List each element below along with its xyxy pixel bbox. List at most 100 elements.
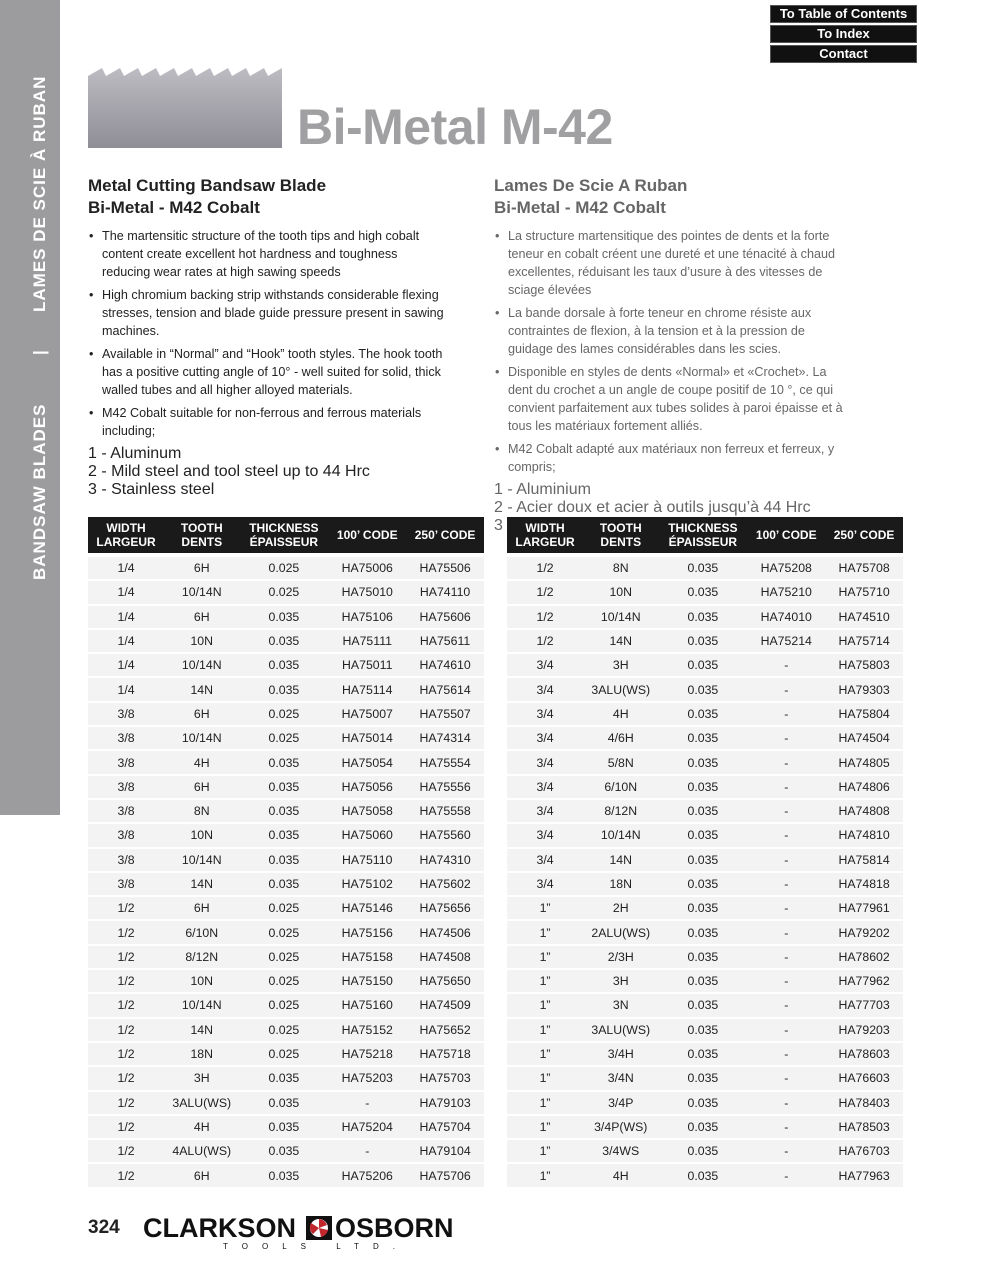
header-text: DENTS (600, 535, 642, 549)
table-cell: HA75106 (328, 604, 407, 630)
table-cell: 5/8N (583, 750, 659, 776)
table-cell: 3ALU(WS) (583, 677, 659, 703)
table-cell: 1/2 (88, 1163, 165, 1189)
table-cell: HA75011 (328, 653, 407, 679)
table-cell: HA75007 (328, 701, 407, 728)
table-cell: HA75558 (406, 798, 484, 825)
table-cell: - (747, 701, 826, 728)
title: Bi-Metal M-42 (297, 99, 613, 155)
table-cell: HA78603 (825, 1041, 903, 1068)
table-cell: HA74805 (825, 750, 903, 776)
header-text: WIDTH (106, 521, 146, 535)
table-row: 3/8 10/14N 0.025 HA75014 HA74314 (88, 726, 484, 752)
table-row: 3/4 6/10N 0.035- HA74806 (507, 774, 903, 800)
table-cell: - (328, 1139, 407, 1165)
table-cell: 4ALU(WS) (164, 1139, 240, 1165)
table-cell: HA75652 (406, 1017, 484, 1043)
table-cell: 0.035 (239, 871, 329, 898)
table-row: 1/2 6/10N 0.025 HA75156 HA74506 (88, 920, 484, 946)
table-cell: 0.035 (658, 1114, 748, 1141)
table-cell: 3ALU(WS) (583, 1017, 659, 1043)
table-cell: 6H (164, 774, 240, 800)
spec-table: WIDTH LARGEUR TOOTH DENTS THICKNESS ÉPAISSEUR… (88, 517, 484, 1189)
table-cell: - (747, 726, 826, 752)
table-cell: 1/2 (507, 604, 584, 630)
table-cell: - (747, 847, 826, 873)
nav: To Table of Contents To Index Contact (770, 5, 917, 65)
table-cell: 1/2 (88, 1041, 165, 1068)
table-cell: 3N (583, 993, 659, 1019)
table-row: 3/4 18N 0.035- HA74818 (507, 871, 903, 898)
table-cell: 1” (507, 993, 584, 1019)
table-cell: HA75611 (406, 628, 484, 655)
nav-link[interactable]: To Index (770, 25, 917, 43)
table-cell: 3/4 (507, 726, 584, 752)
table-cell: HA75650 (406, 969, 484, 995)
table-cell: HA74010 (747, 604, 826, 630)
table-cell: HA74810 (825, 823, 903, 849)
table-cell: - (747, 896, 826, 922)
table-cell: HA78602 (825, 944, 903, 971)
table-cell: HA74510 (825, 604, 903, 630)
table-cell: 1/2 (88, 1090, 165, 1116)
table-row: 3/8 6H 0.035 HA75056 HA75556 (88, 774, 484, 800)
table-cell: HA74506 (406, 920, 484, 946)
table-cell: HA74504 (825, 726, 903, 752)
table-cell: 0.035 (658, 993, 748, 1019)
table-cell: 0.035 (658, 896, 748, 922)
table-cell: 4/6H (583, 726, 659, 752)
spec-table: WIDTH LARGEUR TOOTH DENTS THICKNESS ÉPAISSEUR… (507, 517, 903, 1189)
table-cell: HA75554 (406, 750, 484, 776)
side-tab: LAMES DE SCIE À RUBAN | BANDSAW BLADES (0, 0, 60, 815)
table-cell: 1” (507, 896, 584, 922)
table-row: 3/8 10N 0.035 HA75060 HA75560 (88, 823, 484, 849)
table-cell: HA75814 (825, 847, 903, 873)
header-text: DENTS (181, 535, 223, 549)
table-cell: 3/4 (507, 750, 584, 776)
table-cell: HA75708 (825, 552, 903, 582)
table-row: 1” 3/4WS 0.035- HA76703 (507, 1139, 903, 1165)
table-cell: - (747, 1139, 826, 1165)
table-cell: HA75210 (747, 580, 826, 606)
table-cell: - (747, 1066, 826, 1092)
table-cell: 0.025 (239, 1041, 329, 1068)
header-text: LARGEUR (515, 535, 575, 549)
table-cell: 10N (164, 628, 240, 655)
table-cell: - (747, 1090, 826, 1116)
header-text: TOOTH (180, 521, 223, 535)
table-cell: 0.035 (658, 628, 748, 655)
bullet: M42 Cobalt suitable for non-ferrous and … (89, 404, 447, 440)
table-cell: 1/2 (88, 1114, 165, 1141)
header-text: 250’ CODE (414, 528, 476, 542)
table-cell: 8N (583, 552, 659, 582)
bullet-list: La structure martensitique des pointes d… (494, 227, 874, 476)
table-cell: - (747, 798, 826, 825)
table-row: 1” 4H 0.035- HA77963 (507, 1163, 903, 1189)
table-body: 1/4 6H 0.025 HA75006 HA75506 1/4 10/14N 0.025 HA… (88, 552, 484, 1189)
table-cell: 3/8 (88, 847, 165, 873)
table-cell: HA74314 (406, 726, 484, 752)
table-cell: HA75111 (328, 628, 407, 655)
table-cell: 1/2 (88, 944, 165, 971)
table-cell: 3/4 (507, 798, 584, 825)
table-cell: 3H (583, 653, 659, 679)
header-cell: 100’ CODE (747, 517, 826, 555)
table-row: 1/2 3ALU(WS) 0.035- HA79103 (88, 1090, 484, 1116)
table-cell: HA75656 (406, 896, 484, 922)
header-text: ÉPAISSEUR (668, 535, 738, 549)
table-cell: 1/4 (88, 677, 165, 703)
table-cell: 0.035 (239, 847, 329, 873)
table-cell: HA75014 (328, 726, 407, 752)
table-cell: 6H (164, 552, 240, 582)
table-cell: - (747, 871, 826, 898)
table-cell: 0.035 (658, 774, 748, 800)
table-row: 1” 3N 0.035- HA77703 (507, 993, 903, 1019)
table-cell: HA75718 (406, 1041, 484, 1068)
nav-link[interactable]: To Table of Contents (770, 5, 917, 23)
nav-link[interactable]: Contact (770, 45, 917, 63)
table-cell: - (747, 1163, 826, 1189)
table-row: 1/4 6H 0.035 HA75106 HA75606 (88, 604, 484, 630)
table-cell: - (747, 823, 826, 849)
table-cell: 0.035 (658, 580, 748, 606)
side-tab-text: LAMES DE SCIE À RUBAN | BANDSAW BLADES (30, 76, 49, 580)
